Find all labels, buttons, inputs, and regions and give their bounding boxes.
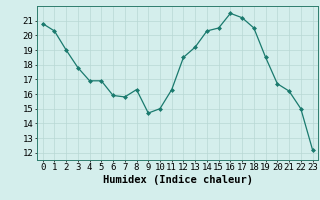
X-axis label: Humidex (Indice chaleur): Humidex (Indice chaleur) bbox=[103, 175, 252, 185]
